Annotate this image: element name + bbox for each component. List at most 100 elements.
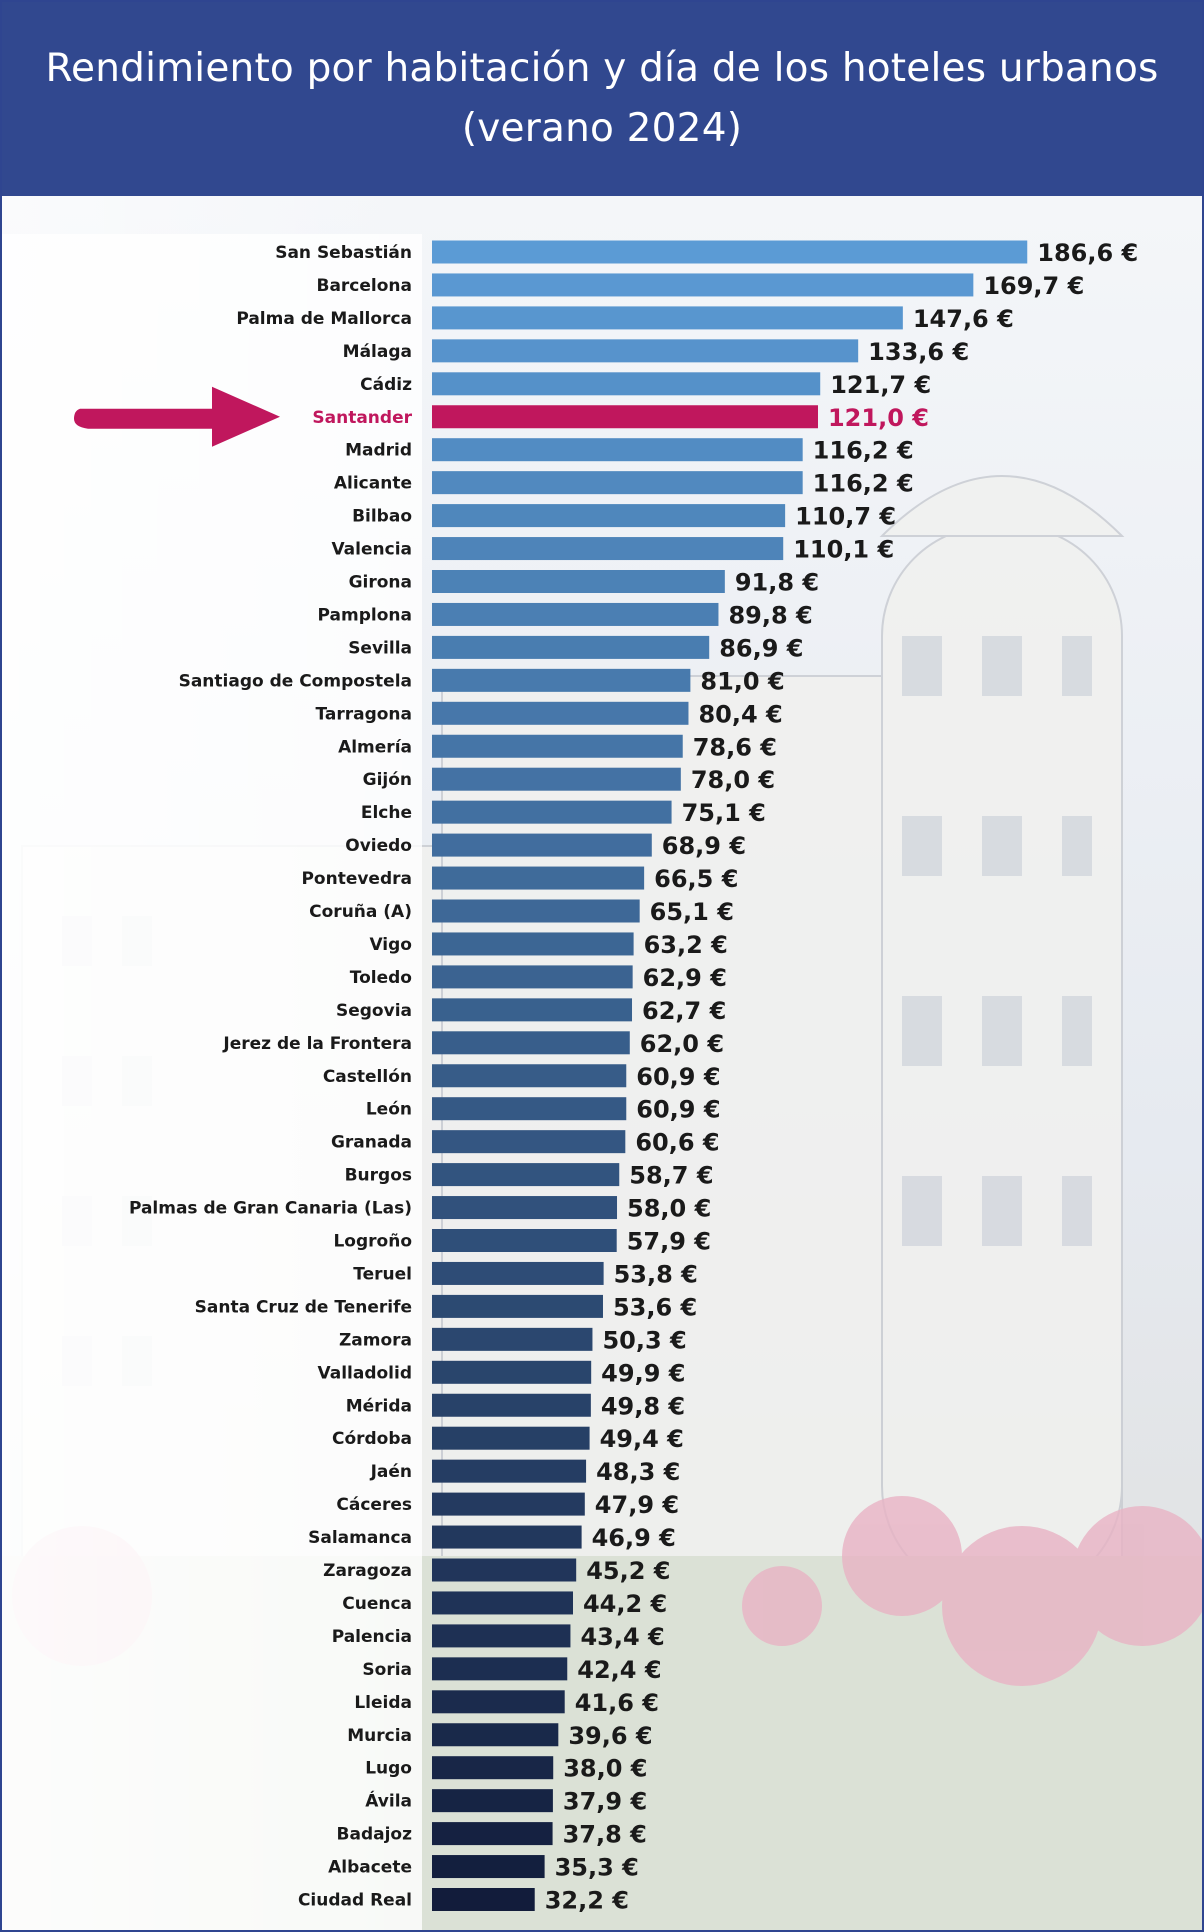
chart-subtitle: (verano 2024)	[461, 106, 743, 151]
category-label: Bilbao	[352, 507, 412, 527]
category-label: Logroño	[333, 1232, 412, 1252]
category-label: Córdoba	[332, 1429, 412, 1449]
bar	[432, 833, 652, 857]
bar	[432, 438, 803, 462]
bar	[432, 240, 1028, 264]
bar	[432, 1822, 553, 1846]
bar	[432, 1163, 620, 1187]
value-label: 80,4 €	[698, 700, 782, 728]
category-label: Palma de Mallorca	[236, 309, 412, 329]
category-label: Santiago de Compostela	[179, 671, 412, 691]
value-label: 47,9 €	[595, 1491, 679, 1519]
category-label: Tarragona	[315, 704, 412, 724]
category-label: Vigo	[369, 935, 412, 955]
value-label: 45,2 €	[586, 1557, 670, 1585]
value-label: 62,7 €	[642, 997, 726, 1025]
category-label: Palencia	[332, 1627, 412, 1647]
bar	[432, 1657, 568, 1681]
value-label: 48,3 €	[596, 1458, 680, 1486]
bar	[432, 1097, 627, 1121]
bar	[432, 1723, 559, 1747]
category-label: Lugo	[365, 1759, 412, 1779]
chart-header: Rendimiento por habitación y día de los …	[2, 2, 1202, 196]
bar	[432, 800, 672, 824]
value-label: 116,2 €	[813, 437, 914, 465]
category-label: Albacete	[328, 1858, 412, 1878]
category-label: Girona	[349, 573, 412, 593]
bar	[432, 1492, 585, 1516]
category-label: Pontevedra	[301, 869, 412, 889]
bar	[432, 1196, 618, 1220]
category-label: San Sebastián	[275, 243, 412, 263]
value-label: 110,7 €	[795, 503, 896, 531]
category-label: Soria	[362, 1660, 412, 1680]
category-label: Gijón	[363, 770, 412, 790]
value-label: 49,8 €	[601, 1392, 685, 1420]
bar	[432, 1789, 553, 1813]
value-label: 60,6 €	[635, 1129, 719, 1157]
bar	[432, 1261, 604, 1285]
bar	[432, 405, 818, 429]
bar	[432, 1229, 617, 1252]
bar	[432, 339, 859, 363]
value-label: 66,5 €	[654, 865, 738, 893]
bar	[432, 537, 784, 561]
bar	[432, 1756, 554, 1780]
bar	[432, 1327, 593, 1351]
value-label: 60,9 €	[636, 1063, 720, 1091]
bar	[432, 372, 821, 396]
value-label: 46,9 €	[592, 1524, 676, 1552]
bar	[432, 932, 634, 956]
value-label: 91,8 €	[735, 569, 819, 597]
value-label: 75,1 €	[682, 799, 766, 827]
bar	[432, 1360, 592, 1384]
bar	[432, 273, 974, 297]
value-label: 32,2 €	[545, 1887, 629, 1915]
bar	[432, 899, 640, 923]
value-label: 169,7 €	[983, 272, 1084, 300]
category-label: Valladolid	[318, 1363, 413, 1383]
value-label: 49,4 €	[600, 1425, 684, 1453]
bar	[432, 1525, 582, 1549]
bar	[432, 965, 633, 989]
value-label: 68,9 €	[662, 832, 746, 860]
bar	[432, 1064, 627, 1088]
bar	[432, 701, 689, 725]
category-label: Salamanca	[308, 1528, 412, 1548]
chart-title: Rendimiento por habitación y día de los …	[45, 46, 1159, 91]
category-label: Ciudad Real	[298, 1891, 412, 1911]
category-label: León	[366, 1100, 412, 1120]
category-label: Lleida	[354, 1693, 412, 1713]
value-label: 116,2 €	[813, 470, 914, 498]
value-label: 81,0 €	[700, 667, 784, 695]
bar	[432, 602, 719, 626]
bar	[432, 1558, 577, 1582]
category-label: Elche	[361, 803, 412, 823]
value-label: 35,3 €	[555, 1854, 639, 1882]
bar	[432, 998, 633, 1022]
category-label: Pamplona	[318, 605, 412, 625]
bar	[432, 1690, 565, 1714]
category-label: Burgos	[345, 1166, 412, 1186]
category-label: Jerez de la Frontera	[222, 1034, 412, 1054]
value-label: 58,7 €	[629, 1162, 713, 1190]
value-label: 133,6 €	[868, 338, 969, 366]
value-label: 186,6 €	[1037, 239, 1138, 267]
value-label: 44,2 €	[583, 1590, 667, 1618]
category-label: Oviedo	[345, 836, 412, 856]
bar	[432, 1855, 545, 1879]
category-label: Alicante	[334, 474, 412, 494]
bar	[432, 306, 903, 330]
bar	[432, 1591, 573, 1615]
value-label: 62,9 €	[643, 964, 727, 992]
value-label: 58,0 €	[627, 1195, 711, 1223]
value-label: 110,1 €	[793, 536, 894, 564]
category-label: Santander	[312, 408, 412, 428]
category-label: Almería	[338, 737, 412, 757]
value-label: 49,9 €	[601, 1359, 685, 1387]
bar	[432, 1031, 630, 1055]
value-label: 78,6 €	[693, 733, 777, 761]
category-label: Zaragoza	[323, 1561, 412, 1581]
value-label: 78,0 €	[691, 766, 775, 794]
